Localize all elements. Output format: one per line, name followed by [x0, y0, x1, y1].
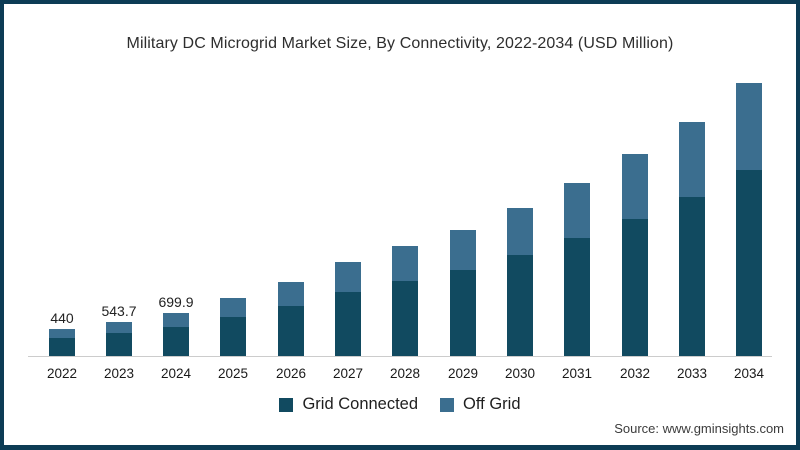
bar-segment-off-grid: [392, 246, 418, 281]
legend-label-off-grid: Off Grid: [463, 395, 521, 413]
bar-segment-off-grid: [507, 208, 533, 255]
bar-2023: [106, 322, 132, 356]
bar-segment-grid-connected: [679, 197, 705, 356]
bar-segment-off-grid: [335, 262, 361, 292]
x-axis-label-2027: 2027: [332, 366, 364, 381]
bar-segment-off-grid: [450, 230, 476, 270]
bar-2034: [736, 83, 762, 356]
bar-2030: [507, 208, 533, 356]
x-axis-label-2031: 2031: [561, 366, 593, 381]
legend-item-off-grid: Off Grid: [440, 395, 521, 414]
chart-title: Military DC Microgrid Market Size, By Co…: [126, 35, 674, 52]
bar-segment-grid-connected: [278, 306, 304, 356]
bar-2032: [622, 154, 648, 356]
plot-area: 440 2022 543.7 2023 699.9 2024 2025 2026 2027 202…: [4, 4, 796, 445]
bar-segment-grid-connected: [507, 255, 533, 356]
bar-2028: [392, 246, 418, 356]
bar-segment-off-grid: [622, 154, 648, 219]
bar-segment-grid-connected: [220, 317, 246, 356]
bar-2033: [679, 122, 705, 356]
bar-segment-off-grid: [106, 322, 132, 333]
bar-2031: [564, 183, 590, 356]
legend-label-grid-connected: Grid Connected: [302, 395, 419, 413]
bar-segment-grid-connected: [163, 327, 189, 356]
value-label-2022: 440: [50, 310, 74, 326]
bar-segment-grid-connected: [392, 281, 418, 356]
bar-segment-grid-connected: [450, 270, 476, 356]
value-label-2024: 699.9: [158, 294, 194, 310]
bar-2022: [49, 329, 75, 356]
source-text: Source: www.gminsights.com: [614, 421, 784, 436]
bar-segment-grid-connected: [49, 338, 75, 356]
legend-swatch-off-grid-icon: [440, 397, 455, 412]
bar-segment-off-grid: [564, 183, 590, 238]
bar-2027: [335, 262, 361, 356]
bar-segment-off-grid: [163, 313, 189, 327]
bar-segment-off-grid: [278, 282, 304, 306]
x-axis-label-2025: 2025: [217, 366, 249, 381]
bar-segment-grid-connected: [335, 292, 361, 356]
bar-2026: [278, 282, 304, 356]
bar-segment-grid-connected: [622, 219, 648, 356]
bar-segment-grid-connected: [106, 333, 132, 356]
bar-2024: [163, 313, 189, 356]
value-label-2023: 543.7: [101, 303, 137, 319]
bar-segment-off-grid: [49, 329, 75, 338]
bar-2029: [450, 230, 476, 356]
bar-segment-grid-connected: [736, 170, 762, 356]
x-axis-label-2030: 2030: [504, 366, 536, 381]
bar-2025: [220, 298, 246, 356]
legend: Grid Connected Off Grid: [4, 395, 796, 414]
bar-segment-off-grid: [736, 83, 762, 170]
legend-item-grid-connected: Grid Connected: [279, 395, 418, 414]
x-axis-label-2028: 2028: [389, 366, 421, 381]
x-axis-label-2023: 2023: [103, 366, 135, 381]
x-axis-label-2026: 2026: [275, 366, 307, 381]
x-axis-label-2032: 2032: [619, 366, 651, 381]
bar-segment-off-grid: [220, 298, 246, 317]
x-axis-label-2029: 2029: [447, 366, 479, 381]
bar-segment-grid-connected: [564, 238, 590, 356]
legend-swatch-grid-connected-icon: [279, 397, 294, 412]
bar-segment-off-grid: [679, 122, 705, 197]
x-axis-label-2022: 2022: [46, 366, 78, 381]
x-axis-line: [28, 356, 772, 357]
x-axis-label-2024: 2024: [160, 366, 192, 381]
x-axis-label-2033: 2033: [676, 366, 708, 381]
x-axis-label-2034: 2034: [733, 366, 765, 381]
